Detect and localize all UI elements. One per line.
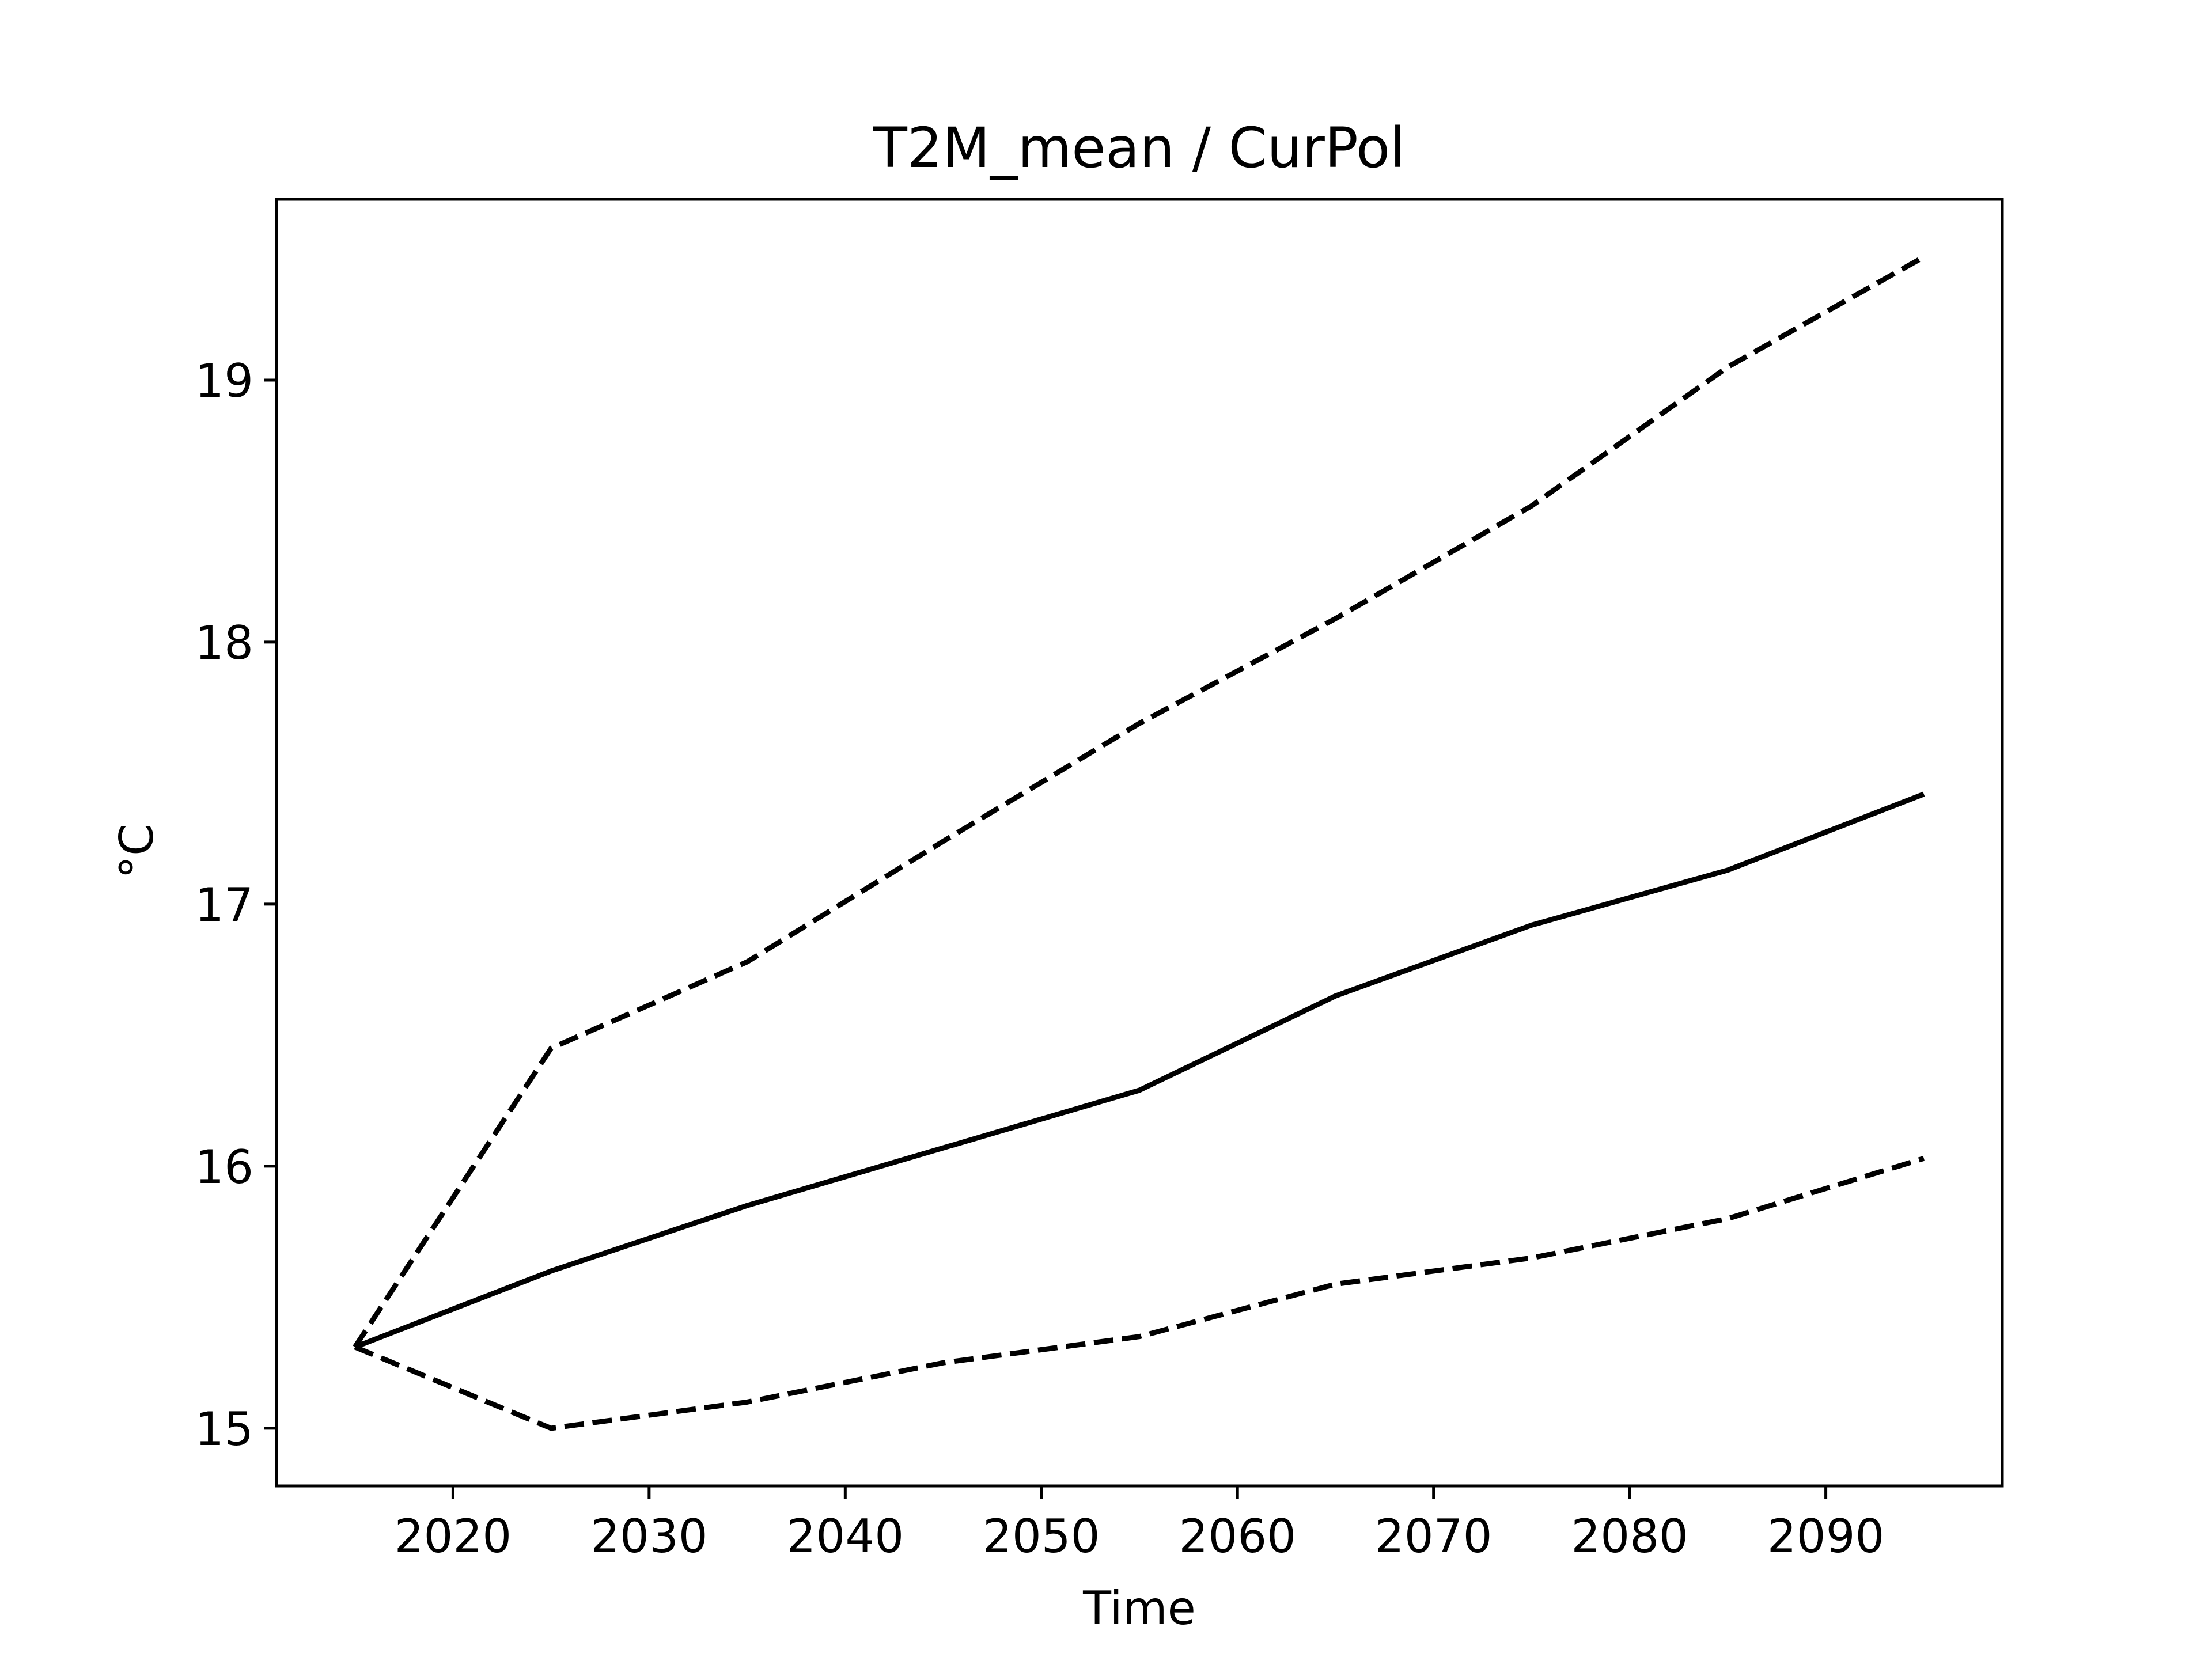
series-layer: [353, 255, 1926, 1431]
chart-title: T2M_mean / CurPol: [873, 116, 1405, 180]
x-axis-label: Time: [1082, 1582, 1196, 1635]
y-tick-label: 19: [195, 354, 253, 408]
y-tick-label: 18: [195, 616, 253, 670]
x-tick-label: 2070: [1375, 1510, 1493, 1563]
y-axis-label: °C: [110, 824, 164, 879]
upper-bound-line: [353, 255, 1926, 1349]
x-tick-label: 2090: [1767, 1510, 1885, 1563]
y-tick-label: 15: [195, 1402, 253, 1456]
x-tick-label: 2020: [395, 1510, 512, 1563]
x-tick-label: 2040: [787, 1510, 904, 1563]
x-tick-label: 2080: [1571, 1510, 1688, 1563]
y-tick-label: 17: [195, 878, 253, 932]
x-tick-label: 2030: [590, 1510, 708, 1563]
ticks-layer: 2020 2030 2040 2050 2060 2070 2080 2090 15 16 17 18…: [195, 354, 1884, 1563]
x-tick-label: 2050: [983, 1510, 1100, 1563]
mean-line: [354, 791, 1925, 1350]
x-tick-label: 2060: [1179, 1510, 1296, 1563]
plot-area-frame: [275, 198, 2004, 1488]
lower-bound-line: [354, 1155, 1925, 1431]
y-tick-label: 16: [195, 1140, 253, 1194]
